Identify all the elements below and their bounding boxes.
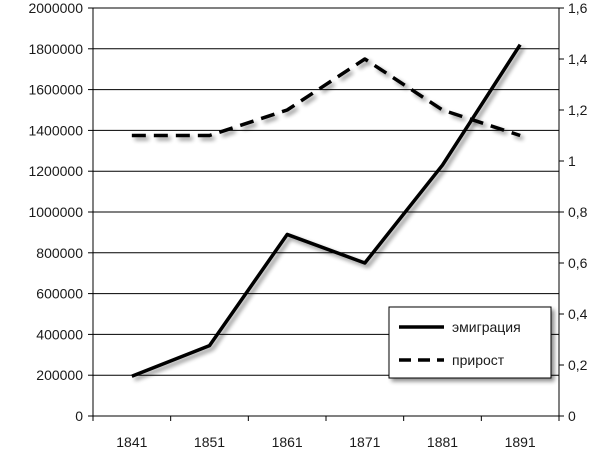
left-axis-tick-label: 2000000: [28, 0, 83, 16]
legend-label-growth: прирост: [452, 352, 505, 368]
left-axis-tick-label: 600000: [36, 286, 83, 302]
right-axis-tick-label: 0: [568, 408, 576, 424]
x-axis-tick-label: 1851: [194, 434, 225, 450]
gridlines: [93, 7, 559, 376]
left-axis-tick-label: 400000: [36, 326, 83, 342]
x-axis-tick-label: 1871: [349, 434, 380, 450]
right-axis-tick-label: 1,2: [568, 102, 588, 118]
series: [131, 43, 522, 378]
x-axis-tick-label: 1861: [272, 434, 303, 450]
series-line-emigration: [131, 43, 522, 378]
left-axis-tick-label: 1200000: [28, 163, 83, 179]
x-axis-tick-label: 1881: [427, 434, 458, 450]
x-axis-tick-label: 1841: [116, 434, 147, 450]
right-axis-tick-label: 1: [568, 153, 576, 169]
right-axis-tick-label: 0,2: [568, 357, 588, 373]
right-axis-tick-label: 1,6: [568, 0, 588, 16]
x-axis-tick-label: 1891: [505, 434, 536, 450]
right-axis-tick-label: 1,4: [568, 51, 588, 67]
left-axis-tick-label: 1600000: [28, 82, 83, 98]
right-axis-tick-label: 0,4: [568, 306, 588, 322]
series-line-growth: [131, 57, 521, 138]
left-axis-tick-label: 0: [75, 408, 83, 424]
right-axis-tick-label: 0,8: [568, 204, 588, 220]
legend-label-emigration: эмиграция: [452, 319, 521, 335]
left-axis-tick-label: 1400000: [28, 122, 83, 138]
right-axis-tick-label: 0,6: [568, 255, 588, 271]
legend-box: [388, 306, 552, 379]
legend: эмиграция прирост: [388, 306, 552, 379]
axes: 0 200000 400000 600000 800000 1000000 1200000 1…: [28, 0, 587, 450]
left-axis-tick-label: 1800000: [28, 41, 83, 57]
left-axis-tick-label: 1000000: [28, 204, 83, 220]
left-axis-tick-label: 800000: [36, 245, 83, 261]
left-axis-tick-label: 200000: [36, 367, 83, 383]
